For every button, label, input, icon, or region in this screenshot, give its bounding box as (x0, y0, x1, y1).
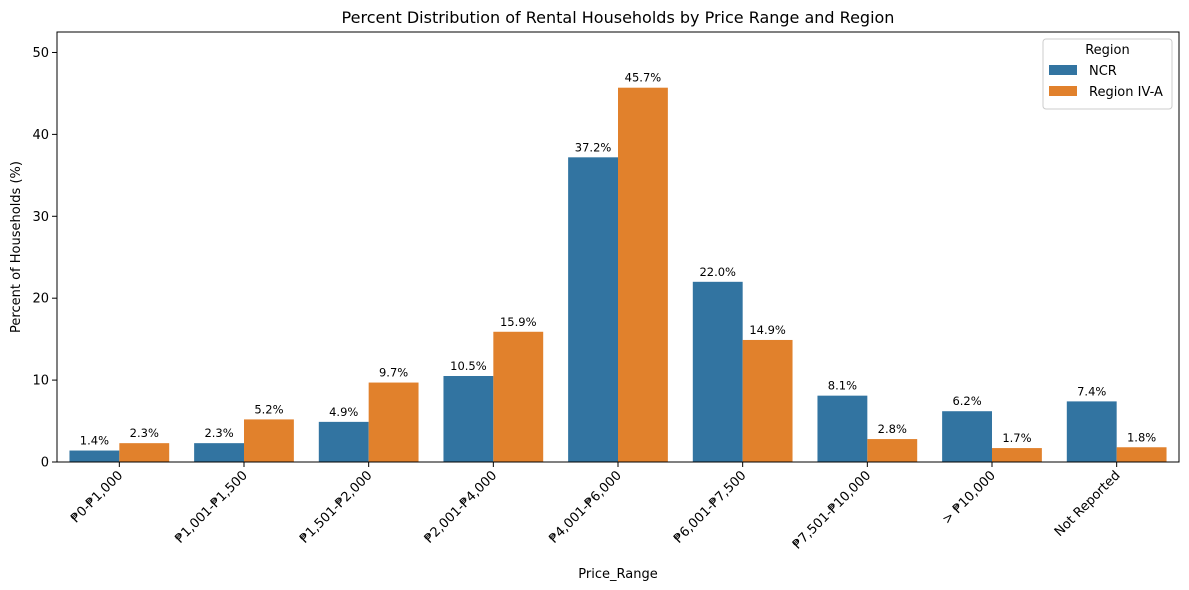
y-tick-label: 50 (32, 46, 49, 61)
legend-swatch (1049, 65, 1077, 75)
bar-value-label: 2.3% (204, 426, 233, 440)
bar-ncr (318, 421, 369, 462)
bar-region-iv-a (992, 448, 1042, 462)
bar-value-label: 22.0% (699, 265, 736, 279)
y-tick-label: 10 (32, 374, 49, 389)
bar-value-label: 2.8% (878, 422, 907, 436)
legend-swatch (1049, 86, 1077, 96)
bar-region-iv-a (742, 339, 793, 462)
bar-ncr (443, 376, 494, 462)
bar-region-iv-a (618, 87, 668, 462)
y-tick-label: 30 (32, 210, 49, 225)
bar-value-label: 45.7% (625, 71, 662, 85)
bar-value-label: 6.2% (952, 394, 981, 408)
x-tick-label: ₱2,001-₱4,000 (422, 468, 500, 546)
y-axis-title: Percent of Households (%) (9, 161, 24, 333)
bar-value-label: 37.2% (575, 140, 612, 154)
bar-ncr (692, 281, 743, 462)
x-tick-label: ₱1,501-₱2,000 (297, 468, 375, 546)
bar-ncr (69, 450, 120, 462)
bar-ncr (568, 157, 618, 463)
legend-label: Region IV-A (1089, 85, 1163, 100)
x-tick-label: > ₱10,000 (940, 468, 999, 527)
x-axis-title: Price_Range (578, 567, 657, 582)
y-tick-label: 0 (41, 456, 49, 471)
bar-value-label: 5.2% (254, 402, 283, 416)
plot-area: 0 10 20 30 40 50 1.4% 2.3% 4.9% 10.5% 37.2% 22.0% 8.… (32, 31, 1180, 552)
bar-ncr (817, 395, 868, 462)
legend: Region NCR Region IV-A (1042, 38, 1173, 110)
x-tick-label: ₱1,001-₱1,500 (173, 468, 251, 546)
bar-value-label: 8.1% (828, 379, 857, 393)
bar-value-label: 15.9% (500, 315, 537, 329)
bar-region-iv-a (244, 419, 294, 462)
bar-value-label: 10.5% (450, 359, 487, 373)
bar-region-iv-a (368, 382, 419, 462)
x-tick-label: Not Reported (1052, 468, 1124, 540)
x-tick-label: ₱6,001-₱7,500 (671, 468, 749, 546)
x-tick-label: ₱7,501-₱10,000 (790, 468, 874, 552)
bar-ncr (942, 411, 992, 462)
legend-title: Region (1085, 43, 1130, 58)
bar-value-label: 1.4% (80, 434, 109, 448)
bar-value-label: 14.9% (749, 323, 786, 337)
chart-title: Percent Distribution of Rental Household… (342, 8, 895, 27)
legend-label: NCR (1089, 64, 1117, 79)
bar-value-label: 1.7% (1002, 431, 1031, 445)
bar-ncr (194, 443, 244, 462)
x-tick-label: ₱4,001-₱6,000 (547, 468, 625, 546)
x-tick-label: ₱0-₱1,000 (68, 468, 126, 526)
bar-region-iv-a (119, 443, 170, 462)
axes-frame (56, 31, 1180, 463)
bar-region-iv-a (1116, 447, 1167, 462)
bar-ncr (1066, 401, 1117, 462)
bar-value-label: 4.9% (329, 405, 358, 419)
bar-value-label: 7.4% (1077, 384, 1106, 398)
bar-region-iv-a (493, 331, 544, 462)
bar-value-label: 9.7% (379, 366, 408, 380)
y-tick-label: 20 (32, 292, 49, 307)
bar-value-label: 1.8% (1127, 430, 1156, 444)
y-tick-label: 40 (32, 128, 49, 143)
bar-region-iv-a (867, 439, 918, 462)
bar-value-label: 2.3% (130, 426, 159, 440)
